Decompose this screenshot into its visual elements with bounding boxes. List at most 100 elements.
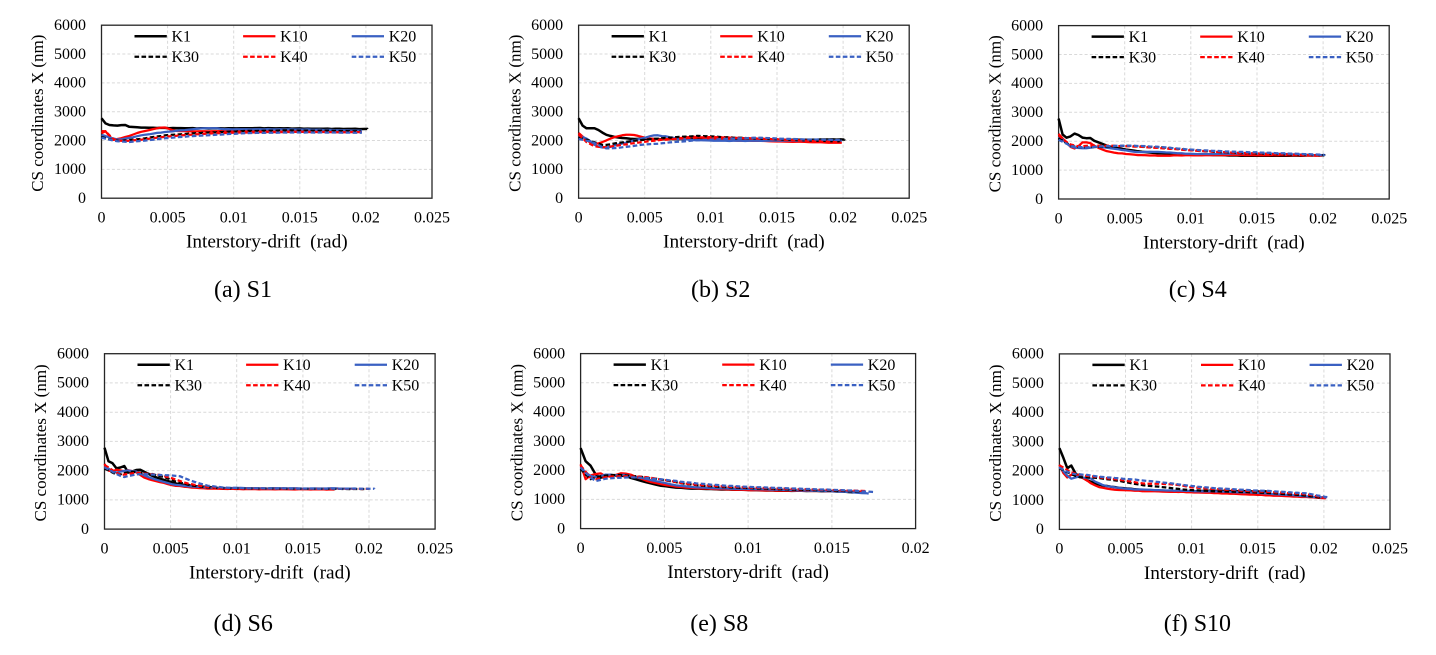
svg-text:Interstory-drift (rad): Interstory-drift (rad) (189, 563, 351, 584)
svg-text:K30: K30 (1129, 378, 1157, 395)
svg-text:2000: 2000 (57, 462, 89, 479)
svg-text:K20: K20 (868, 357, 896, 374)
svg-text:2000: 2000 (531, 132, 563, 149)
svg-text:6000: 6000 (57, 346, 89, 363)
svg-text:CS coordinates X (nm): CS coordinates X (nm) (985, 35, 1004, 192)
svg-text:1000: 1000 (1011, 162, 1043, 179)
svg-text:K40: K40 (1237, 49, 1265, 66)
svg-text:0.005: 0.005 (1108, 541, 1144, 558)
svg-text:K40: K40 (1238, 378, 1266, 395)
svg-text:Interstory-drift (rad): Interstory-drift (rad) (667, 562, 829, 583)
svg-text:CS coordinates X (nm): CS coordinates X (nm) (507, 364, 526, 521)
svg-text:K50: K50 (1346, 49, 1374, 66)
svg-text:5000: 5000 (533, 375, 565, 392)
svg-text:K50: K50 (389, 49, 417, 66)
svg-text:(c) S4: (c) S4 (1169, 277, 1227, 303)
svg-text:(a) S1: (a) S1 (214, 277, 272, 303)
svg-text:3000: 3000 (57, 433, 89, 450)
svg-text:0.015: 0.015 (1239, 210, 1275, 227)
svg-text:2000: 2000 (533, 462, 565, 479)
svg-text:4000: 4000 (57, 404, 89, 421)
svg-text:0.015: 0.015 (814, 540, 850, 557)
svg-text:K10: K10 (1237, 29, 1265, 46)
svg-text:4000: 4000 (1011, 75, 1043, 92)
svg-text:0: 0 (1055, 210, 1063, 227)
svg-text:0.02: 0.02 (902, 540, 930, 557)
svg-text:2000: 2000 (1012, 463, 1044, 480)
svg-text:K10: K10 (1238, 357, 1266, 374)
svg-text:K10: K10 (759, 357, 787, 374)
svg-text:(b) S2: (b) S2 (691, 277, 750, 303)
svg-text:K30: K30 (649, 49, 677, 66)
svg-text:K30: K30 (172, 49, 200, 66)
svg-text:0.025: 0.025 (1372, 541, 1408, 558)
svg-text:0.01: 0.01 (697, 210, 725, 227)
svg-text:K10: K10 (280, 29, 308, 46)
svg-text:K50: K50 (392, 378, 420, 395)
svg-text:0.02: 0.02 (829, 210, 857, 227)
svg-text:Interstory-drift (rad): Interstory-drift (rad) (186, 232, 348, 253)
svg-text:3000: 3000 (1011, 104, 1043, 121)
svg-text:5000: 5000 (1012, 375, 1044, 392)
svg-text:3000: 3000 (54, 104, 86, 121)
svg-text:(f) S10: (f) S10 (1164, 611, 1231, 637)
svg-text:K50: K50 (1347, 378, 1375, 395)
svg-text:K40: K40 (757, 49, 785, 66)
svg-text:6000: 6000 (1012, 346, 1044, 363)
svg-text:6000: 6000 (54, 17, 86, 34)
svg-text:1000: 1000 (57, 492, 89, 509)
svg-text:0.005: 0.005 (1107, 210, 1143, 227)
svg-text:0: 0 (1055, 541, 1063, 558)
svg-text:CS coordinates X (nm): CS coordinates X (nm) (28, 35, 47, 192)
svg-text:(d) S6: (d) S6 (214, 611, 273, 637)
svg-text:6000: 6000 (1011, 17, 1043, 34)
svg-text:K40: K40 (759, 377, 787, 394)
svg-text:3000: 3000 (531, 104, 563, 121)
svg-text:0.02: 0.02 (1309, 210, 1337, 227)
svg-text:0: 0 (557, 520, 565, 537)
svg-text:(e) S8: (e) S8 (690, 611, 748, 637)
svg-text:2000: 2000 (54, 132, 86, 149)
svg-text:0.025: 0.025 (414, 210, 450, 227)
svg-text:0.015: 0.015 (285, 540, 321, 557)
svg-text:CS coordinates X (nm): CS coordinates X (nm) (505, 35, 524, 192)
svg-text:K1: K1 (649, 29, 669, 46)
svg-text:0: 0 (78, 190, 86, 207)
svg-text:6000: 6000 (531, 17, 563, 34)
svg-text:K20: K20 (1347, 357, 1375, 374)
svg-text:K50: K50 (866, 49, 894, 66)
svg-text:K20: K20 (866, 29, 894, 46)
svg-text:0: 0 (555, 190, 563, 207)
svg-text:0.005: 0.005 (646, 540, 682, 557)
svg-text:K1: K1 (172, 29, 192, 46)
svg-text:Interstory-drift (rad): Interstory-drift (rad) (1143, 233, 1305, 254)
svg-text:0.02: 0.02 (355, 540, 383, 557)
svg-text:3000: 3000 (533, 433, 565, 450)
svg-text:0.005: 0.005 (627, 210, 663, 227)
svg-text:K40: K40 (280, 49, 308, 66)
svg-text:K1: K1 (1129, 29, 1149, 46)
svg-text:0.005: 0.005 (153, 540, 189, 557)
svg-text:0.025: 0.025 (891, 210, 927, 227)
svg-text:4000: 4000 (533, 404, 565, 421)
svg-text:4000: 4000 (531, 75, 563, 92)
svg-text:K50: K50 (868, 377, 896, 394)
svg-text:0.025: 0.025 (417, 540, 453, 557)
svg-text:1000: 1000 (533, 491, 565, 508)
svg-text:CS coordinates X (nm): CS coordinates X (nm) (31, 364, 50, 521)
svg-text:0.01: 0.01 (223, 540, 251, 557)
svg-text:1000: 1000 (54, 161, 86, 178)
svg-text:0: 0 (575, 210, 583, 227)
svg-text:5000: 5000 (1011, 46, 1043, 63)
svg-text:K20: K20 (392, 357, 420, 374)
svg-text:K30: K30 (1129, 49, 1157, 66)
svg-text:K20: K20 (1346, 29, 1374, 46)
svg-text:0.02: 0.02 (1310, 541, 1338, 558)
svg-text:5000: 5000 (54, 46, 86, 63)
svg-text:0.025: 0.025 (1371, 210, 1407, 227)
svg-text:0.015: 0.015 (1240, 541, 1276, 558)
svg-text:K10: K10 (757, 29, 785, 46)
svg-text:0.02: 0.02 (352, 210, 380, 227)
svg-text:0.005: 0.005 (150, 210, 186, 227)
svg-text:0.015: 0.015 (759, 210, 795, 227)
